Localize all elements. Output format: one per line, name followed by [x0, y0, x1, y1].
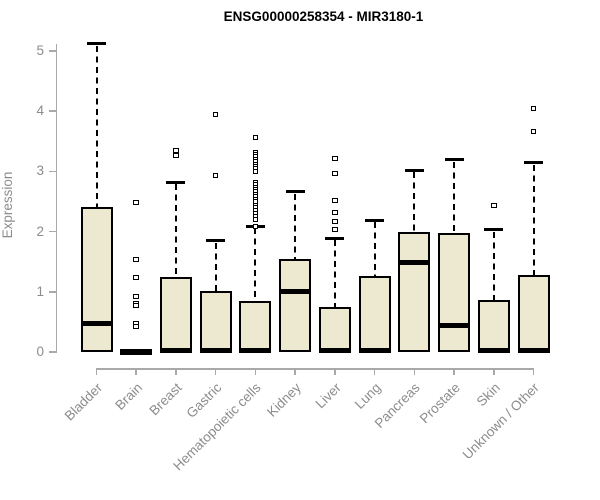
whisker-cap	[365, 218, 385, 222]
y-tick	[49, 50, 56, 52]
median-line	[358, 348, 391, 354]
whisker	[413, 172, 416, 232]
box-unknown-other	[517, 274, 550, 352]
x-tick	[373, 368, 376, 375]
whisker	[492, 231, 495, 301]
y-tick-label: 5	[36, 43, 44, 58]
outlier-point	[133, 323, 139, 329]
whisker-cap	[444, 158, 464, 162]
outlier-point	[332, 210, 338, 216]
box-skin	[477, 300, 510, 352]
outlier-point	[133, 257, 139, 263]
outlier-point	[252, 168, 259, 174]
outlier-point	[252, 134, 259, 140]
x-tick	[214, 368, 217, 375]
outlier-point	[332, 198, 338, 204]
y-tick	[49, 351, 56, 353]
outlier-point	[252, 223, 259, 229]
outlier-point	[133, 302, 139, 308]
x-tick-label: Unknown / Other	[362, 379, 542, 462]
y-tick	[49, 170, 56, 173]
median-line	[120, 348, 153, 354]
box-bladder	[80, 206, 113, 352]
outlier-point	[133, 199, 139, 205]
median-line	[239, 348, 272, 354]
x-tick	[453, 368, 455, 375]
x-tick	[413, 368, 416, 375]
whisker	[373, 222, 376, 276]
box-kidney	[279, 258, 312, 352]
median-line	[279, 289, 312, 295]
y-tick	[49, 110, 56, 112]
x-tick	[95, 368, 98, 375]
whisker	[333, 240, 336, 307]
y-tick-label: 3	[36, 163, 44, 179]
whisker-cap	[325, 236, 345, 240]
box-hematopoietic-cells	[239, 301, 272, 352]
x-tick-label-text: Unknown / Other	[459, 380, 543, 463]
whisker	[174, 184, 177, 278]
y-tick-label: 2	[36, 223, 44, 239]
outlier-point	[212, 172, 219, 178]
outlier-point	[173, 152, 179, 158]
whisker	[254, 228, 257, 302]
y-tick-label: 0	[36, 344, 44, 359]
outlier-point	[332, 219, 338, 225]
chart-title: ENSG00000258354 - MIR3180-1	[223, 9, 424, 24]
box-liver	[318, 306, 351, 352]
outlier-point	[332, 170, 338, 176]
whisker	[453, 161, 456, 233]
y-tick	[49, 230, 56, 233]
outlier-point	[332, 227, 338, 233]
whisker-cap	[524, 161, 544, 165]
x-tick	[135, 368, 137, 375]
outlier-point	[332, 155, 338, 161]
median-line	[159, 348, 192, 354]
y-tick-label: 1	[36, 283, 44, 299]
outlier-point	[212, 111, 219, 117]
outlier-point	[133, 275, 139, 281]
outlier-point	[133, 293, 139, 299]
median-line	[438, 323, 471, 328]
x-tick	[493, 368, 495, 375]
outlier-point	[530, 105, 537, 111]
whisker-cap	[166, 180, 186, 184]
whisker	[294, 193, 297, 259]
outlier-point	[252, 217, 259, 223]
x-axis-line	[95, 368, 535, 370]
box-prostate	[438, 232, 471, 352]
whisker	[214, 242, 217, 291]
y-tick-label: 4	[36, 103, 44, 119]
outlier-point	[491, 203, 497, 209]
whisker-cap	[484, 228, 504, 232]
box-lung	[358, 275, 391, 352]
whisker-cap	[87, 42, 106, 46]
median-line	[517, 348, 550, 354]
x-tick	[294, 368, 296, 375]
x-tick	[532, 368, 535, 375]
y-tick	[49, 291, 56, 293]
y-axis-line	[55, 44, 57, 353]
median-line	[477, 348, 510, 354]
whisker-cap	[285, 190, 305, 194]
x-tick	[254, 368, 257, 375]
median-line	[398, 260, 431, 266]
whisker-cap	[206, 239, 226, 243]
outlier-point	[530, 128, 537, 134]
whisker	[95, 45, 98, 207]
box-gastric	[199, 290, 232, 352]
median-line	[318, 348, 351, 354]
x-tick	[175, 368, 177, 375]
x-tick	[334, 368, 336, 375]
median-line	[80, 320, 113, 326]
median-line	[199, 348, 232, 354]
whisker	[532, 164, 535, 275]
whisker-cap	[404, 168, 424, 172]
box-breast	[159, 277, 192, 352]
box-pancreas	[398, 231, 431, 352]
